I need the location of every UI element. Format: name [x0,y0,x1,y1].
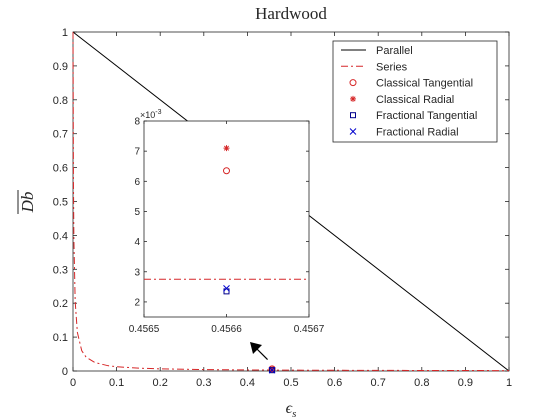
y-tick-label: 0.8 [53,95,68,107]
inset-point-classical-radial [223,145,230,152]
legend-label: Parallel [376,45,413,57]
legend-label: Classical Radial [376,94,454,106]
inset-area [143,120,310,318]
x-tick-label: 0.9 [458,377,473,389]
x-tick-label: 0.6 [327,377,342,389]
x-axis-label: ϵs [286,400,297,420]
x-tick-label: 0.3 [196,377,211,389]
pointer-head [250,342,262,354]
x-axis-label-subscript: s [292,408,296,420]
inset-x-tick-label: 0.4567 [294,324,325,335]
legend-swatch-fractional-radial [349,128,357,135]
inset-point-classical-tangential [223,167,230,175]
series-line-series [72,31,510,372]
inset-y-exponent: ×10-3 [140,109,162,120]
x-tick-label: 0.7 [371,377,386,389]
y-tick-label: 0.9 [53,61,68,73]
inset-y-tick-label: 4 [134,237,140,248]
x-tick-label: 0.1 [109,377,124,389]
y-tick-label: 0.1 [53,332,68,344]
y-tick-label: 0.4 [53,230,68,242]
inset-point-fractional-radial [223,285,230,292]
inset-plot: 0.4565 0.4566 0.4567 2 3 4 5 6 7 8×10-3 [129,109,325,335]
data-point-fractional-radial [268,366,276,374]
y-tick-label: 0.7 [53,129,68,141]
legend-swatch-classical-tangential [349,79,357,87]
y-tick-label: 0 [62,366,68,378]
x-tick-label: 0.5 [283,377,298,389]
x-tick-label: 0.8 [414,377,429,389]
inset-y-tick-label: 8 [134,117,140,128]
y-axis-label: Db [18,192,37,214]
y-tick-label: 0.2 [53,298,68,310]
legend-swatch-classical-radial [350,95,356,102]
inset-y-tick-label: 2 [134,297,140,308]
y-tick-label: 1 [62,27,68,39]
legend-label: Fractional Tangential [376,110,477,122]
legend-label: Classical Tangential [376,78,473,90]
inset-x-tick-label: 0.4566 [211,324,242,335]
y-axis-label-group: Db [17,190,37,214]
inset-x-tick-label: 0.4565 [129,324,160,335]
x-tick-label: 0 [70,377,76,389]
x-tick-label: 0.2 [153,377,168,389]
y-tick-label: 0.5 [53,197,68,209]
inset-y-exponent-power: -3 [155,109,161,116]
chart-title: Hardwood [255,4,327,23]
x-tick-label: 1 [506,377,512,389]
inset-y-tick-label: 6 [134,177,140,188]
inset-y-tick-label: 3 [134,267,140,278]
legend-label: Series [376,61,408,73]
x-axis-label-main: ϵ [286,400,293,417]
inset-y-tick-label: 5 [134,207,140,218]
y-tick-label: 0.3 [53,264,68,276]
legend-box [332,40,498,143]
inset-y-tick-label: 7 [134,147,140,158]
legend: Parallel Series Classical Tangential Classi… [332,40,498,143]
data-point-fractional-tangential [269,367,276,374]
y-tick-label: 0.6 [53,163,68,175]
legend-label: Fractional Radial [376,127,459,139]
inset-pointer-arrow [250,342,268,361]
x-tick-label: 0.4 [240,377,255,389]
legend-swatch-fractional-tangential [350,112,356,119]
